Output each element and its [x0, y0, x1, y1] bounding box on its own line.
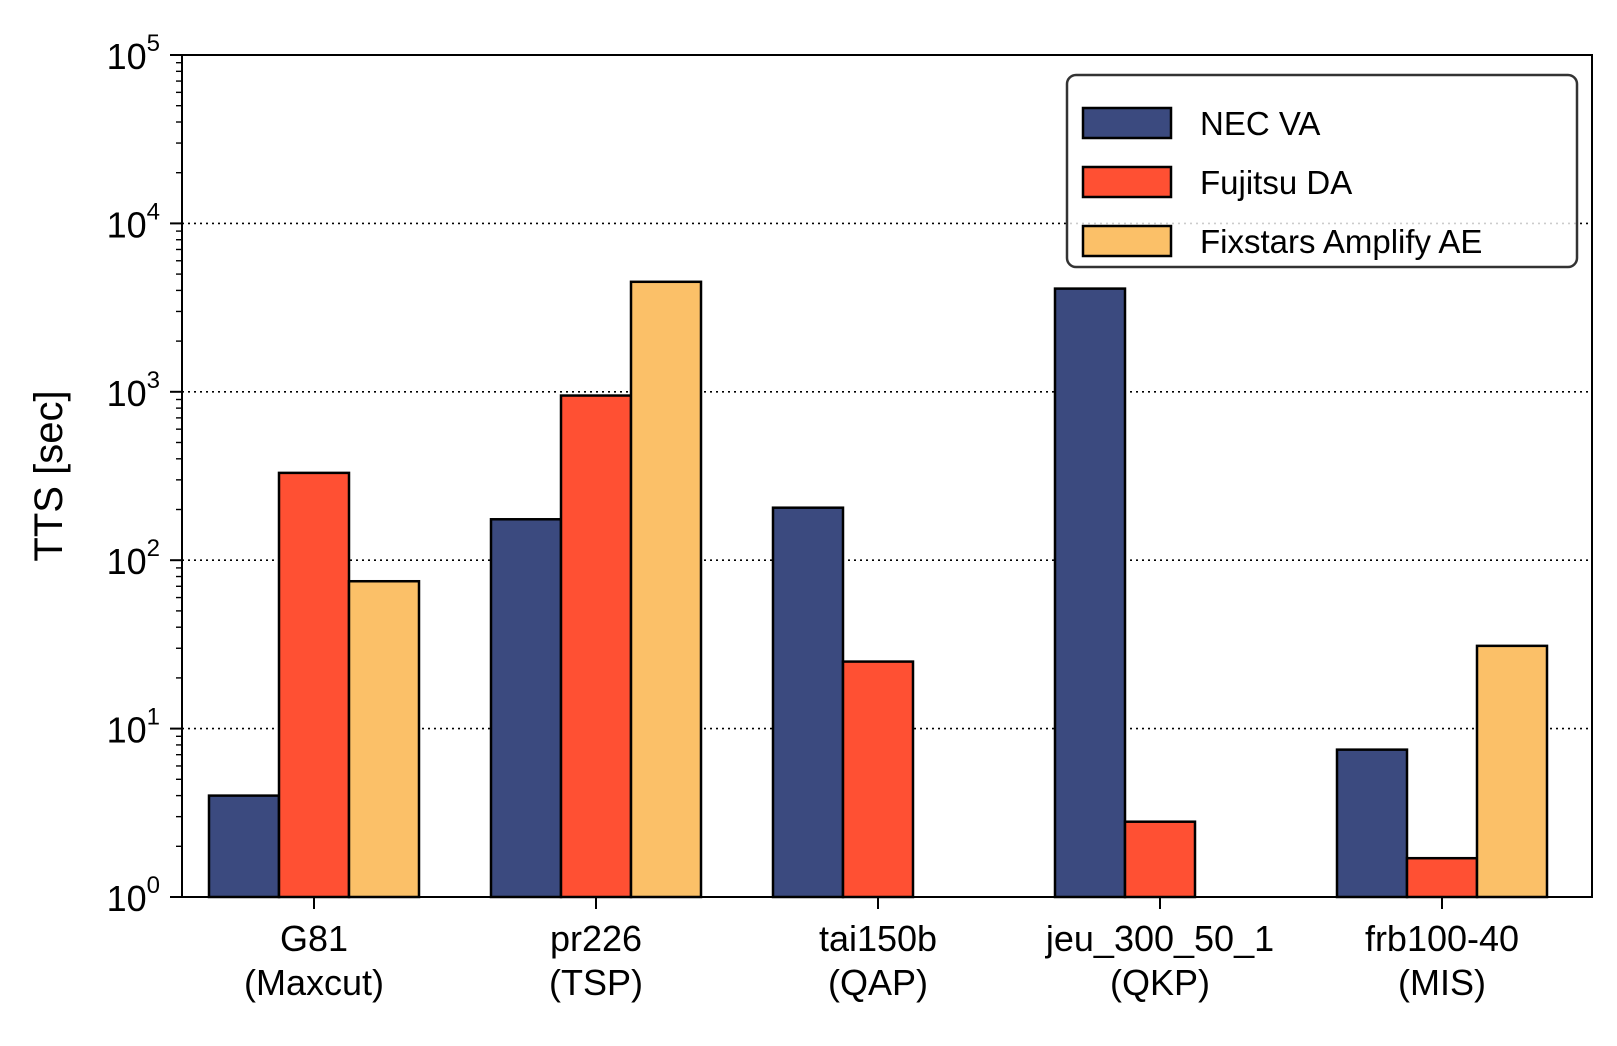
- bars: [207, 280, 1549, 899]
- y-tick-label: 102: [107, 535, 160, 582]
- x-tick-sublabel: (QKP): [1110, 962, 1210, 1003]
- bar-fixstars-amplify-ae: [1475, 644, 1549, 899]
- legend-swatch: [1081, 106, 1173, 140]
- bar-fujitsu-da: [1405, 856, 1479, 899]
- x-tick-sublabel: (MIS): [1398, 962, 1486, 1003]
- bar-nec-va: [1335, 748, 1409, 899]
- bar-nec-va: [771, 506, 845, 899]
- plot-frame: [181, 54, 1593, 898]
- bar-nec-va: [489, 518, 563, 899]
- legend: NEC VA Fujitsu DA Fixstars Amplify AE: [1065, 73, 1579, 269]
- bar-fixstars-amplify-ae: [629, 280, 703, 899]
- y-tick-label: 104: [107, 198, 160, 245]
- y-axis-label: TTS [sec]: [27, 390, 71, 561]
- legend-label: NEC VA: [1200, 105, 1320, 142]
- legend-swatch: [1081, 165, 1173, 199]
- x-tick-label: tai150b: [819, 918, 937, 959]
- x-tick-sublabel: (TSP): [549, 962, 643, 1003]
- legend-swatch: [1081, 224, 1173, 258]
- y-tick-label: 101: [107, 704, 160, 751]
- legend-label: Fixstars Amplify AE: [1200, 223, 1482, 260]
- legend-label: Fujitsu DA: [1200, 164, 1352, 201]
- bar-fujitsu-da: [559, 394, 633, 899]
- bar-fujitsu-da: [277, 471, 351, 899]
- bar-fixstars-amplify-ae: [347, 579, 421, 899]
- bar-fujitsu-da: [841, 660, 915, 899]
- y-tick-label: 100: [107, 872, 160, 919]
- x-tick-label: G81: [280, 918, 348, 959]
- x-tick-sublabel: (Maxcut): [244, 962, 384, 1003]
- bar-nec-va: [1053, 287, 1127, 899]
- bar-fujitsu-da: [1123, 820, 1197, 899]
- y-axis: 100 101 102 103 104 105: [107, 30, 182, 919]
- bar-nec-va: [207, 794, 281, 899]
- x-axis: G81(Maxcut) pr226(TSP) tai150b(QAP) jeu_300…: [244, 897, 1519, 1003]
- x-tick-label: pr226: [550, 918, 642, 959]
- y-tick-label: 103: [107, 367, 160, 414]
- x-tick-label: frb100-40: [1365, 918, 1519, 959]
- x-tick-label: jeu_300_50_1: [1045, 918, 1274, 959]
- y-tick-label: 105: [107, 30, 160, 77]
- legend-box: [1065, 73, 1579, 269]
- x-tick-sublabel: (QAP): [828, 962, 928, 1003]
